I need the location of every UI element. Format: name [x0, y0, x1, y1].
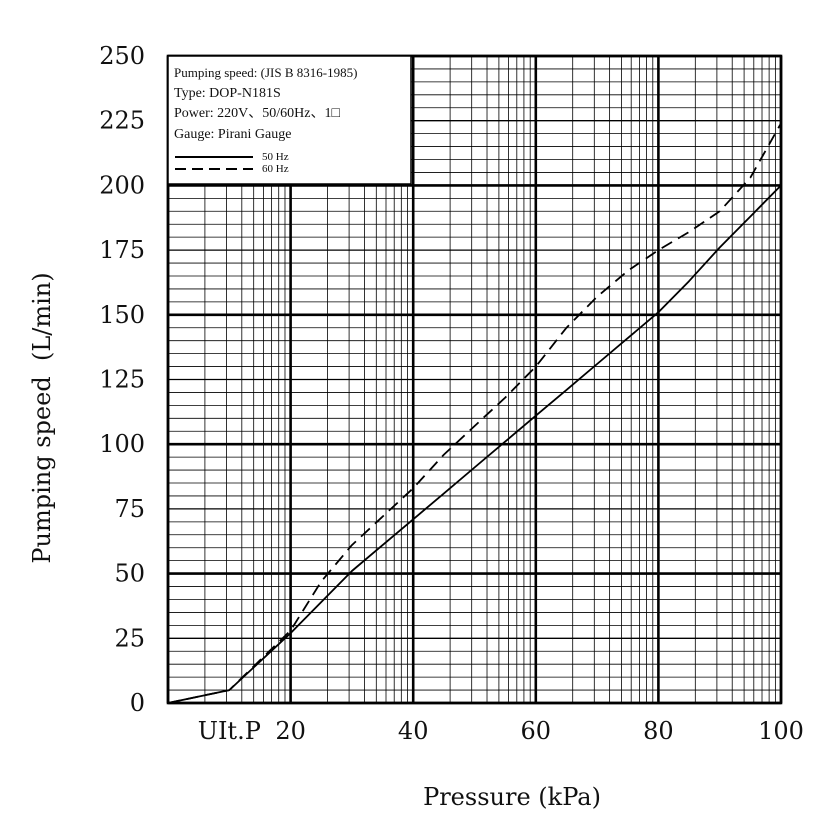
y-tick-label: 225	[99, 107, 145, 135]
x-tick-label: 20	[275, 717, 306, 745]
legend-line-4: Gauge: Pirani Gauge	[174, 127, 291, 142]
y-tick-label: 125	[99, 366, 145, 394]
y-tick-label: 150	[99, 301, 145, 329]
series-line-50hz	[167, 184, 782, 704]
y-tick-label: 0	[130, 689, 145, 717]
x-tick-label: 100	[758, 717, 804, 745]
series-layer	[167, 122, 782, 704]
x-tick-label: 80	[643, 717, 674, 745]
x-tick-label: 40	[398, 717, 429, 745]
plot-frame	[166, 54, 783, 705]
series-line-60hz	[167, 122, 782, 704]
y-tick-label: 100	[99, 430, 145, 458]
y-tick-label: 25	[114, 624, 145, 652]
y-axis-label: Pumping speed (L/min)	[28, 272, 56, 563]
y-tick-label: 200	[99, 171, 145, 199]
legend-line-3: Power: 220V、50/60Hz、1□	[174, 106, 340, 121]
tick-labels: 0 25 50 75 100 125 150 175 200 225 250 UIt.P 20 40 60 8…	[99, 42, 804, 745]
x-axis-label: Pressure (kPa)	[423, 783, 601, 811]
x-tick-label: UIt.P	[198, 717, 261, 745]
y-tick-label: 75	[114, 495, 145, 523]
legend-box	[167, 55, 412, 185]
legend-label-50hz: 50 Hz	[262, 151, 289, 163]
legend-line-1: Pumping speed: (JIS B 8316-1985)	[174, 65, 357, 80]
y-tick-label: 250	[99, 42, 145, 70]
legend-line-2: Type: DOP-N181S	[174, 86, 281, 101]
y-tick-label: 175	[99, 236, 145, 264]
x-tick-label: 60	[521, 717, 552, 745]
legend: Pumping speed: (JIS B 8316-1985) Type: D…	[167, 55, 412, 185]
y-tick-label: 50	[114, 560, 145, 588]
legend-label-60hz: 60 Hz	[262, 163, 289, 175]
